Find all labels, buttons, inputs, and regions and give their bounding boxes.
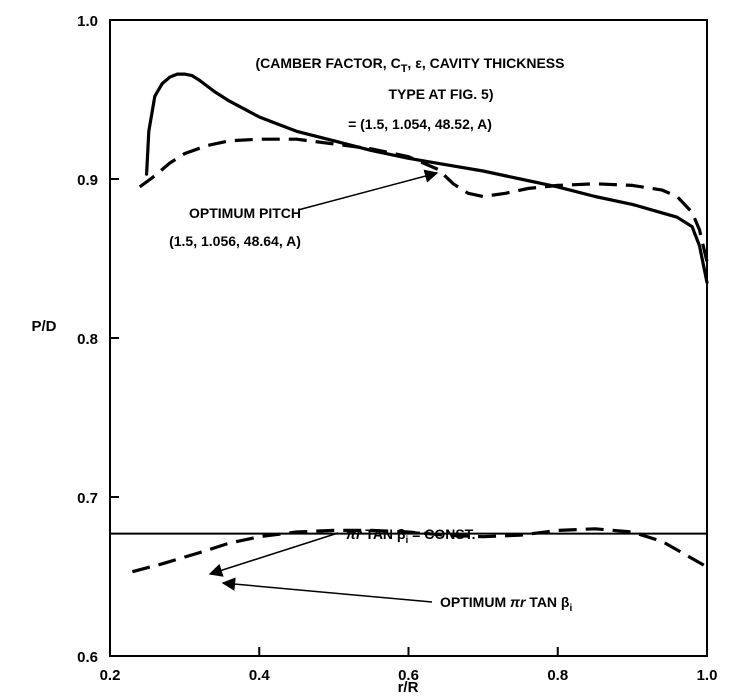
x-tick-label: 0.8 bbox=[547, 667, 568, 684]
y-tick-label: 0.9 bbox=[77, 172, 98, 189]
axis-ticks bbox=[109, 19, 708, 657]
series-camber-pitch-line bbox=[145, 72, 709, 284]
annotation-optimum-pitch-line-2: (1.5, 1.056, 48.64, A) bbox=[169, 233, 301, 249]
annotation-optimum-pitch-line-1: OPTIMUM PITCH bbox=[189, 205, 301, 221]
annotations: (CAMBER FACTOR, CT, ε, CAVITY THICKNESS … bbox=[169, 55, 572, 614]
arrow-optimum-tan bbox=[221, 577, 433, 603]
y-axis-title: P/D bbox=[31, 318, 56, 335]
y-tick-label: 0.7 bbox=[77, 490, 98, 507]
annotation-const-label: πr TAN βi = CONST. bbox=[346, 526, 476, 546]
annotation-camber-line-2: TYPE AT FIG. 5) bbox=[388, 86, 493, 102]
series-optimum-pitch-line bbox=[138, 137, 709, 263]
y-tick-label: 1.0 bbox=[77, 13, 98, 30]
annotation-camber-line-3: = (1.5, 1.054, 48.52, A) bbox=[348, 116, 492, 132]
annotation-camber-line-1: (CAMBER FACTOR, CT, ε, CAVITY THICKNESS bbox=[256, 55, 565, 75]
series-optimum-tan-line bbox=[131, 527, 708, 574]
annotation-optimum-label: OPTIMUM πr TAN βi bbox=[440, 594, 572, 614]
axis-tick-labels: 0.2 0.4 0.6 0.8 1.0 0.6 0.7 0.8 0.9 1.0 bbox=[77, 13, 717, 684]
arrow-const bbox=[208, 532, 339, 577]
series-layer bbox=[110, 72, 709, 574]
y-tick-label: 0.6 bbox=[77, 649, 98, 666]
x-tick-label: 0.2 bbox=[100, 667, 121, 684]
x-axis-title: r/R bbox=[398, 679, 419, 696]
y-tick-label: 0.8 bbox=[77, 331, 98, 348]
arrow-optimum-pitch bbox=[297, 169, 439, 211]
x-tick-label: 0.4 bbox=[249, 667, 271, 684]
x-tick-label: 0.6 bbox=[398, 667, 419, 684]
x-tick-label: 1.0 bbox=[697, 667, 718, 684]
